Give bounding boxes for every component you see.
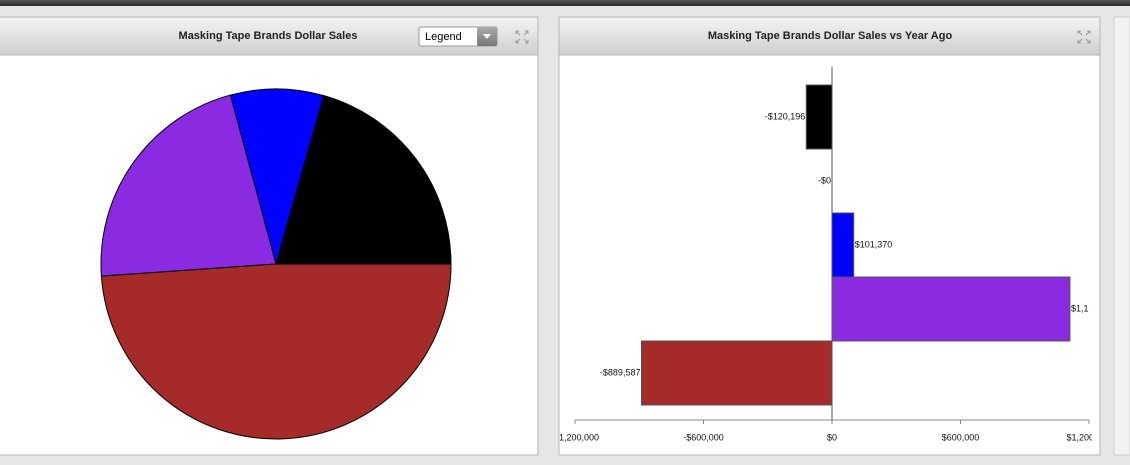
- expand-icon[interactable]: [1077, 30, 1091, 44]
- x-tick-label: -$600,000: [683, 432, 724, 442]
- top-bar: [0, 0, 1130, 6]
- dropdown-label: Legend: [425, 31, 462, 43]
- bar: [640, 340, 833, 406]
- panel-header: [558, 16, 1101, 56]
- expand-icon[interactable]: [515, 30, 529, 44]
- pie-slice: [275, 95, 452, 265]
- legend-dropdown[interactable]: Legend: [418, 26, 498, 47]
- bar: [831, 276, 1071, 342]
- x-tick-label: $0: [827, 432, 837, 442]
- pie-slice: [229, 88, 325, 266]
- x-tick-label: $1,200,000: [1066, 432, 1111, 442]
- value-label: -$0: [818, 175, 831, 185]
- value-label: -$889,587: [600, 367, 641, 377]
- pie-slice: [100, 94, 277, 277]
- panel-title: Masking Tape Brands Dollar Sales: [179, 30, 358, 42]
- x-tick-label: $600,000: [942, 432, 980, 442]
- bar: [805, 84, 833, 150]
- value-label: $101,370: [855, 239, 893, 249]
- x-tick-label: -$1,200,000: [551, 432, 599, 442]
- bar-chart: -$1,200,000 -$600,000 $0 $600,000 $1,200,000…: [551, 67, 1111, 442]
- scrollbar[interactable]: [1113, 16, 1130, 456]
- bar: [831, 212, 855, 278]
- value-label: $1,1: [1071, 303, 1089, 313]
- pie-chart: [100, 88, 452, 440]
- panel-title: Masking Tape Brands Dollar Sales vs Year…: [708, 30, 953, 42]
- pie-slice: [100, 263, 452, 440]
- value-label: -$120,196: [765, 111, 806, 121]
